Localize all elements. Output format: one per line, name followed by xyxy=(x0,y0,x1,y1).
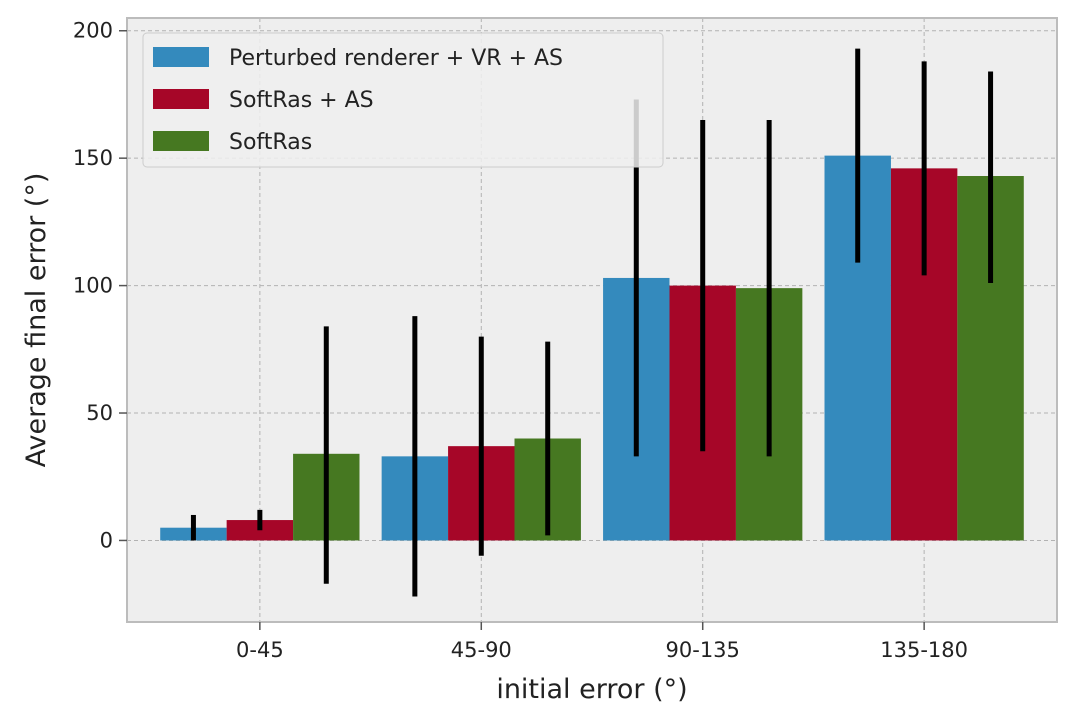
legend-label: SoftRas + AS xyxy=(229,88,374,113)
y-tick-label: 0 xyxy=(100,528,113,552)
x-tick-label: 0-45 xyxy=(236,638,284,662)
x-axis: 0-45 45-90 90-135 135-180 xyxy=(236,622,968,662)
y-tick-label: 50 xyxy=(86,401,113,425)
y-axis: 0 50 100 150 200 xyxy=(73,19,127,552)
x-tick-label: 135-180 xyxy=(880,638,968,662)
legend-swatch xyxy=(153,47,209,67)
y-tick-label: 200 xyxy=(73,19,113,43)
y-tick-label: 100 xyxy=(73,274,113,298)
y-axis-title: Average final error (°) xyxy=(21,173,52,468)
legend-label: SoftRas xyxy=(229,130,312,155)
x-tick-label: 90-135 xyxy=(666,638,740,662)
x-tick-label: 45-90 xyxy=(451,638,512,662)
legend-swatch xyxy=(153,131,209,151)
y-tick-label: 150 xyxy=(73,146,113,170)
legend-label: Perturbed renderer + VR + AS xyxy=(229,46,563,71)
legend-swatch xyxy=(153,89,209,109)
plot-frame xyxy=(126,17,1058,623)
legend: Perturbed renderer + VR + AS SoftRas + AS… xyxy=(142,32,664,168)
legend-box xyxy=(142,32,664,168)
x-axis-title: initial error (°) xyxy=(496,674,687,705)
